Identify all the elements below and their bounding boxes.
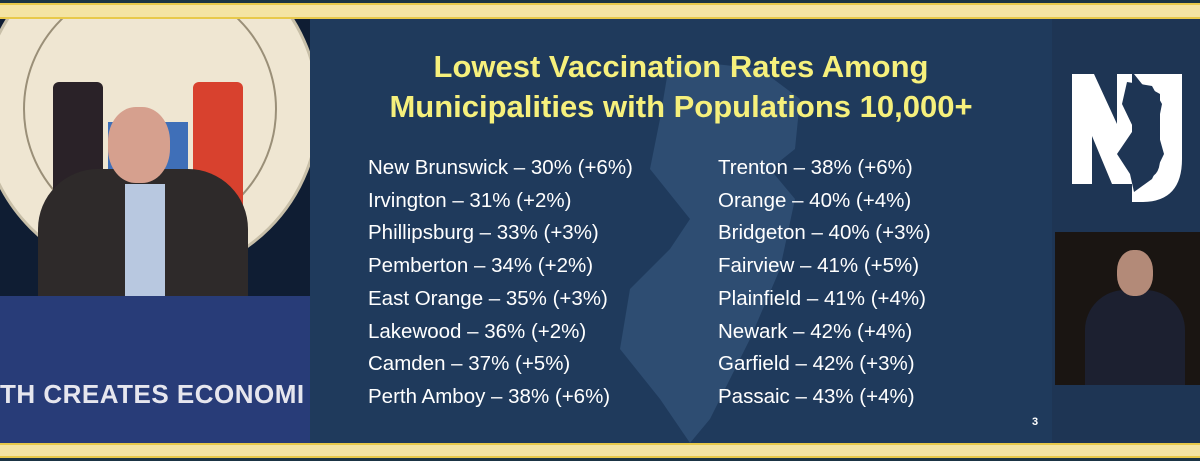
slide-page-number: 3	[1032, 416, 1039, 428]
list-item: Pemberton – 34% (+2%)	[368, 254, 594, 278]
top-border-band	[0, 3, 1200, 19]
slide-title: Lowest Vaccination Rates Among Municipal…	[310, 47, 1052, 127]
nj-logo	[1072, 74, 1182, 202]
podium-banner-text: TH CREATES ECONOMI	[0, 379, 305, 409]
logo-panel	[1052, 19, 1200, 443]
nj-map-silhouette	[620, 59, 800, 443]
list-item: Passaic – 43% (+4%)	[718, 384, 915, 408]
list-item: Orange – 40% (+4%)	[718, 188, 912, 212]
left-municipality-list: New Brunswick – 30% (+6%) Irvington – 31…	[368, 152, 633, 414]
presentation-slide: Lowest Vaccination Rates Among Municipal…	[310, 19, 1052, 443]
podium: TH CREATES ECONOMI	[0, 296, 310, 443]
list-item: Lakewood – 36% (+2%)	[368, 319, 587, 343]
list-item: Irvington – 31% (+2%)	[368, 188, 572, 212]
list-item: New Brunswick – 30% (+6%)	[368, 156, 633, 179]
title-line-1: Lowest Vaccination Rates Among	[433, 49, 929, 84]
speaker-video-feed: TH CREATES ECONOMI	[0, 19, 310, 443]
list-item: Bridgeton – 40% (+3%)	[718, 221, 931, 245]
list-item: Plainfield – 41% (+4%)	[718, 286, 926, 310]
list-item: Trenton – 38% (+6%)	[718, 156, 913, 179]
title-line-2: Municipalities with Populations 10,000+	[389, 89, 973, 124]
speaker-head	[108, 107, 170, 183]
bottom-border-band	[0, 443, 1200, 458]
list-item: Fairview – 41% (+5%)	[718, 254, 920, 278]
sign-language-interpreter-video	[1055, 232, 1200, 385]
list-item: Garfield – 42% (+3%)	[718, 352, 915, 376]
right-municipality-list: Trenton – 38% (+6%) Orange – 40% (+4%) B…	[718, 152, 931, 414]
list-item: Camden – 37% (+5%)	[368, 352, 571, 376]
list-item: Newark – 42% (+4%)	[718, 319, 913, 343]
speaker-shirt	[125, 184, 165, 314]
list-item: Phillipsburg – 33% (+3%)	[368, 221, 599, 245]
list-item: Perth Amboy – 38% (+6%)	[368, 384, 611, 408]
list-item: East Orange – 35% (+3%)	[368, 286, 608, 310]
